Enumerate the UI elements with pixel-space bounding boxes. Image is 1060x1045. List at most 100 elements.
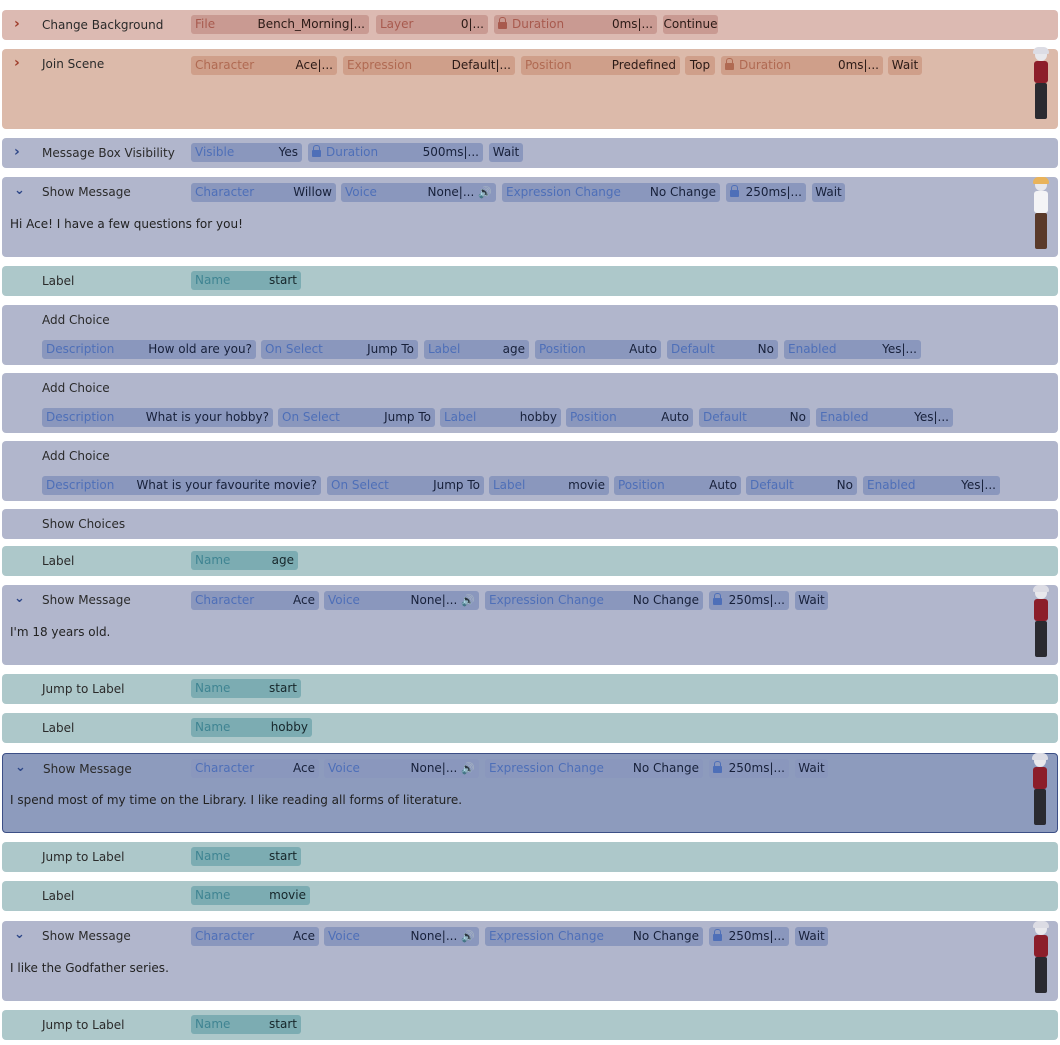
label-field[interactable]: Label movie <box>489 476 609 495</box>
character-field[interactable]: Character Willow <box>191 183 336 202</box>
duration-field[interactable]: 250ms|... <box>709 927 789 946</box>
name-field[interactable]: Name start <box>191 679 301 698</box>
wait-option[interactable]: Wait <box>795 759 828 778</box>
character-field[interactable]: Character Ace <box>191 759 319 778</box>
command-label[interactable]: Label Name age <box>2 546 1058 576</box>
enabled-field[interactable]: Enabled Yes|... <box>816 408 953 427</box>
speaker-icon[interactable]: 🔊 <box>461 594 475 607</box>
command-label[interactable]: Label Name movie <box>2 881 1058 911</box>
speaker-icon[interactable]: 🔊 <box>461 762 475 775</box>
wait-option[interactable]: Wait <box>888 56 922 75</box>
duration-field[interactable]: Duration 0ms|... <box>721 56 883 75</box>
position-field[interactable]: Position Auto <box>614 476 741 495</box>
duration-field[interactable]: 250ms|... <box>709 759 789 778</box>
character-field[interactable]: Character Ace <box>191 591 319 610</box>
name-field[interactable]: Name movie <box>191 886 310 905</box>
name-field[interactable]: Name start <box>191 1015 301 1034</box>
position-field[interactable]: Position Auto <box>535 340 661 359</box>
expression-change-field[interactable]: Expression Change No Change <box>485 759 703 778</box>
wait-option[interactable]: Wait <box>489 143 523 162</box>
message-text[interactable]: I spend most of my time on the Library. … <box>10 793 463 807</box>
command-show-choices[interactable]: Show Choices <box>2 509 1058 539</box>
lock-icon[interactable] <box>730 185 739 197</box>
character-portrait-willow <box>1030 177 1052 255</box>
command-label[interactable]: Label Name start <box>2 266 1058 296</box>
expression-change-field[interactable]: Expression Change No Change <box>485 927 703 946</box>
speaker-icon[interactable]: 🔊 <box>461 930 475 943</box>
command-jump-to-label[interactable]: Jump to Label Name start <box>2 842 1058 872</box>
on-select-field[interactable]: On Select Jump To <box>327 476 484 495</box>
name-field[interactable]: Name start <box>191 847 301 866</box>
wait-option[interactable]: Wait <box>795 591 828 610</box>
chevron-right-icon[interactable]: › <box>14 16 20 32</box>
default-field[interactable]: Default No <box>667 340 778 359</box>
description-field[interactable]: Description How old are you? <box>42 340 256 359</box>
chevron-right-icon[interactable]: › <box>14 55 20 71</box>
voice-field[interactable]: Voice None|... 🔊 <box>324 927 479 946</box>
default-field[interactable]: Default No <box>746 476 857 495</box>
chevron-right-icon[interactable]: › <box>14 144 20 160</box>
position-field[interactable]: Position Predefined <box>521 56 680 75</box>
command-show-message[interactable]: ⌄ Show Message Character Ace Voice None|..… <box>2 585 1058 665</box>
position-top-option[interactable]: Top <box>685 56 715 75</box>
command-add-choice[interactable]: Add Choice Description How old are you? O… <box>2 305 1058 365</box>
on-select-field[interactable]: On Select Jump To <box>278 408 435 427</box>
name-field[interactable]: Name start <box>191 271 301 290</box>
wait-option[interactable]: Wait <box>795 927 828 946</box>
continue-option[interactable]: Continue <box>663 15 718 34</box>
lock-icon[interactable] <box>312 145 321 157</box>
name-field[interactable]: Name age <box>191 551 298 570</box>
name-field[interactable]: Name hobby <box>191 718 312 737</box>
enabled-field[interactable]: Enabled Yes|... <box>784 340 921 359</box>
description-field[interactable]: Description What is your favourite movie? <box>42 476 321 495</box>
command-label[interactable]: Label Name hobby <box>2 713 1058 743</box>
chevron-down-icon[interactable]: ⌄ <box>14 591 25 606</box>
command-jump-to-label[interactable]: Jump to Label Name start <box>2 674 1058 704</box>
label-field[interactable]: Label hobby <box>440 408 561 427</box>
command-show-message[interactable]: ⌄ Show Message Character Willow Voice None… <box>2 177 1058 257</box>
message-text[interactable]: Hi Ace! I have a few questions for you! <box>10 217 243 231</box>
default-field[interactable]: Default No <box>699 408 810 427</box>
command-add-choice[interactable]: Add Choice Description What is your hobby… <box>2 373 1058 433</box>
command-show-message-selected[interactable]: ⌄ Show Message Character Ace Voice None|..… <box>2 753 1058 833</box>
command-show-message[interactable]: ⌄ Show Message Character Ace Voice None|..… <box>2 921 1058 1001</box>
lock-icon[interactable] <box>713 929 722 941</box>
voice-field[interactable]: Voice None|... 🔊 <box>341 183 496 202</box>
command-join-scene[interactable]: › Join Scene Character Ace|... Expression… <box>2 47 1058 129</box>
chevron-down-icon[interactable]: ⌄ <box>14 927 25 942</box>
enabled-field[interactable]: Enabled Yes|... <box>863 476 1000 495</box>
description-field[interactable]: Description What is your hobby? <box>42 408 273 427</box>
voice-field[interactable]: Voice None|... 🔊 <box>324 759 479 778</box>
message-text[interactable]: I like the Godfather series. <box>10 961 169 975</box>
character-field[interactable]: Character Ace|... <box>191 56 337 75</box>
chevron-down-icon[interactable]: ⌄ <box>15 760 26 775</box>
character-field[interactable]: Character Ace <box>191 927 319 946</box>
command-add-choice[interactable]: Add Choice Description What is your favou… <box>2 441 1058 501</box>
lock-icon[interactable] <box>498 17 507 29</box>
wait-option[interactable]: Wait <box>812 183 845 202</box>
command-title: Add Choice <box>42 313 110 327</box>
position-field[interactable]: Position Auto <box>566 408 693 427</box>
expression-field[interactable]: Expression Default|... <box>343 56 515 75</box>
expression-change-field[interactable]: Expression Change No Change <box>485 591 703 610</box>
on-select-field[interactable]: On Select Jump To <box>261 340 418 359</box>
command-message-box-visibility[interactable]: › Message Box Visibility Visible Yes Dura… <box>2 138 1058 168</box>
lock-icon[interactable] <box>713 593 722 605</box>
expression-change-field[interactable]: Expression Change No Change <box>502 183 720 202</box>
voice-field[interactable]: Voice None|... 🔊 <box>324 591 479 610</box>
duration-field[interactable]: 250ms|... <box>726 183 806 202</box>
duration-field[interactable]: Duration 500ms|... <box>308 143 483 162</box>
chevron-down-icon[interactable]: ⌄ <box>14 183 25 198</box>
message-text[interactable]: I'm 18 years old. <box>10 625 111 639</box>
file-field[interactable]: File Bench_Morning|... <box>191 15 369 34</box>
label-field[interactable]: Label age <box>424 340 529 359</box>
duration-field[interactable]: Duration 0ms|... <box>494 15 657 34</box>
duration-field[interactable]: 250ms|... <box>709 591 789 610</box>
lock-icon[interactable] <box>725 58 734 70</box>
visible-field[interactable]: Visible Yes <box>191 143 302 162</box>
layer-field[interactable]: Layer 0|... <box>376 15 488 34</box>
speaker-icon[interactable]: 🔊 <box>478 186 492 199</box>
command-change-background[interactable]: › Change Background File Bench_Morning|..… <box>2 10 1058 40</box>
command-jump-to-label[interactable]: Jump to Label Name start <box>2 1010 1058 1040</box>
lock-icon[interactable] <box>713 761 722 773</box>
